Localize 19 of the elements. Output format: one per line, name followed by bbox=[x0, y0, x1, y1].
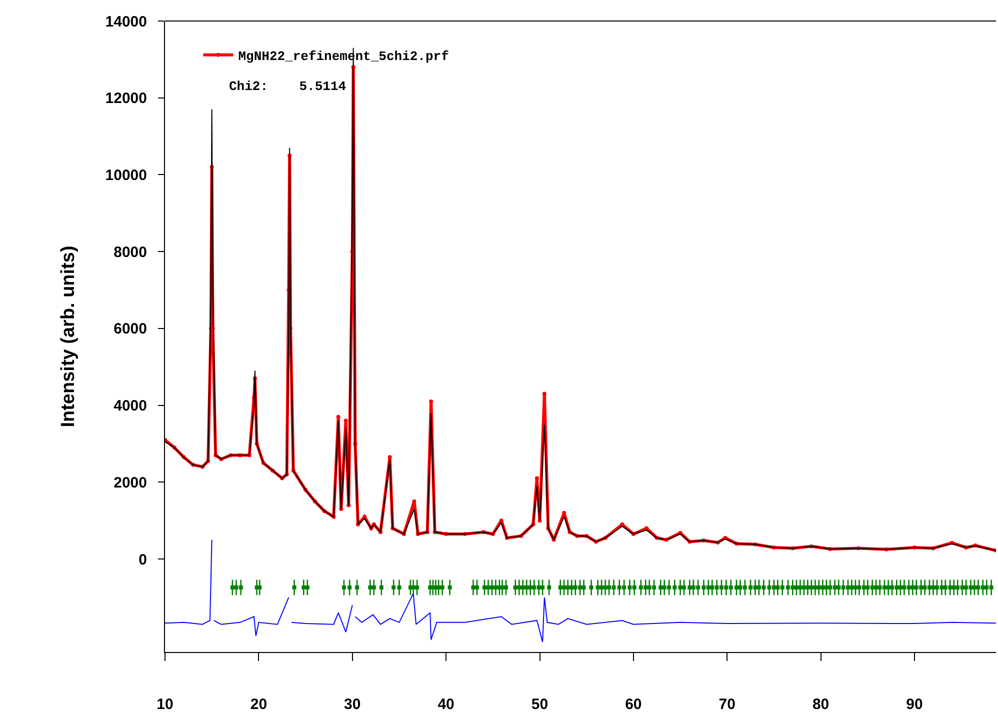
y-tick-label: 12000 bbox=[105, 90, 147, 108]
y-tick-label: 6000 bbox=[114, 320, 147, 338]
y-tick-label: 0 bbox=[138, 551, 147, 568]
y-tick-label: 4000 bbox=[114, 398, 147, 415]
x-tick-label: 60 bbox=[625, 696, 642, 713]
annotation: Chi2: 5.5114 bbox=[229, 79, 346, 94]
x-tick-label: 80 bbox=[812, 696, 830, 713]
y-tick-label: 10000 bbox=[105, 166, 147, 184]
y-tick-label: 8000 bbox=[114, 244, 147, 261]
x-tick-label: 20 bbox=[250, 696, 268, 713]
x-tick-label: 90 bbox=[906, 696, 923, 713]
y-tick-label: 14000 bbox=[105, 13, 147, 30]
x-tick-label: 30 bbox=[344, 696, 361, 713]
x-tick-label: 50 bbox=[531, 696, 548, 713]
x-tick-label: 40 bbox=[438, 696, 454, 713]
x-tick-label: 70 bbox=[718, 696, 736, 713]
y-tick-label: 2000 bbox=[114, 474, 147, 492]
x-tick-label: 10 bbox=[156, 696, 174, 713]
y-axis-title: Intensity (arb. units) bbox=[58, 246, 80, 428]
